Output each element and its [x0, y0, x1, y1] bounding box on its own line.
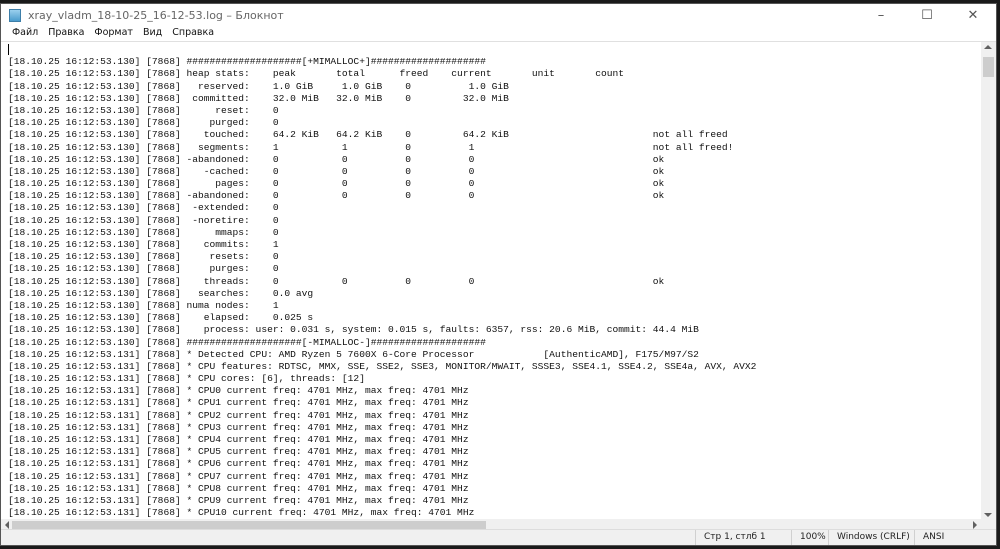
menu-file[interactable]: Файл: [12, 27, 39, 38]
horizontal-scroll-thumb[interactable]: [12, 521, 486, 530]
log-line: [18.10.25 16:12:53.131] [7868] * CPU0 cu…: [8, 385, 469, 397]
log-line: [18.10.25 16:12:53.130] [7868] -noretire…: [8, 214, 279, 226]
log-line: [18.10.25 16:12:53.131] [7868] * CPU7 cu…: [8, 470, 469, 482]
horizontal-scrollbar[interactable]: [1, 519, 981, 532]
text-content[interactable]: [18.10.25 16:12:53.130] [7868] #########…: [8, 43, 756, 519]
scroll-right-icon[interactable]: [973, 521, 977, 529]
log-line: [18.10.25 16:12:53.130] [7868] reserved:…: [8, 80, 509, 92]
log-line: [18.10.25 16:12:53.131] [7868] * CPU fea…: [8, 360, 757, 372]
log-line: [18.10.25 16:12:53.130] [7868] heap stat…: [8, 68, 625, 80]
log-line: [18.10.25 16:12:53.131] [7868] * CPU3 cu…: [8, 421, 469, 433]
menu-format[interactable]: Формат: [94, 27, 133, 38]
log-line: [18.10.25 16:12:53.130] [7868] searches:…: [8, 287, 314, 299]
log-line: [18.10.25 16:12:53.130] [7868] pages: 0 …: [8, 178, 665, 190]
log-line: [18.10.25 16:12:53.131] [7868] * CPU cor…: [8, 373, 365, 385]
menu-edit[interactable]: Правка: [48, 27, 85, 38]
log-line: [18.10.25 16:12:53.130] [7868] elapsed: …: [8, 312, 314, 324]
log-line: [18.10.25 16:12:53.130] [7868] numa node…: [8, 299, 279, 311]
log-line: [18.10.25 16:12:53.130] [7868] threads: …: [8, 275, 665, 287]
encoding: ANSI: [914, 530, 984, 545]
log-line: [18.10.25 16:12:53.130] [7868] reset: 0: [8, 104, 279, 116]
title-bar: xray_vladm_18-10-25_16-12-53.log – Блокн…: [1, 4, 996, 26]
status-bar: Стр 1, стлб 1 100% Windows (CRLF) ANSI: [1, 529, 996, 545]
log-line: [18.10.25 16:12:53.131] [7868] * CPU6 cu…: [8, 458, 469, 470]
log-line: [18.10.25 16:12:53.131] [7868] * CPU4 cu…: [8, 434, 469, 445]
vertical-scrollbar[interactable]: [981, 42, 996, 520]
log-line: [18.10.25 16:12:53.130] [7868] committed…: [8, 92, 509, 104]
log-line: [18.10.25 16:12:53.131] [7868] * CPU1 cu…: [8, 397, 469, 409]
notepad-window: xray_vladm_18-10-25_16-12-53.log – Блокн…: [0, 3, 997, 546]
scroll-down-icon[interactable]: [984, 513, 992, 517]
log-line: [8, 44, 756, 56]
log-line: [18.10.25 16:12:53.130] [7868] -abandone…: [8, 190, 665, 202]
log-line: [18.10.25 16:12:53.130] [7868] purged: 0: [8, 117, 279, 129]
log-line: [18.10.25 16:12:53.130] [7868] segments:…: [8, 141, 734, 153]
cursor-position: Стр 1, стлб 1: [695, 530, 791, 545]
menu-view[interactable]: Вид: [142, 27, 163, 38]
log-line: [18.10.25 16:12:53.130] [7868] #########…: [8, 336, 486, 348]
minimize-button[interactable]: –: [877, 7, 885, 23]
log-line: [18.10.25 16:12:53.131] [7868] * CPU5 cu…: [8, 446, 469, 458]
scrollbar-corner: [981, 519, 996, 532]
scroll-left-icon[interactable]: [5, 521, 9, 529]
text-caret: [8, 44, 9, 55]
menu-help[interactable]: Справка: [172, 27, 215, 38]
log-line: [18.10.25 16:12:53.130] [7868] -extended…: [8, 202, 279, 214]
log-line: [18.10.25 16:12:53.131] [7868] * CPU8 cu…: [8, 482, 469, 494]
text-editor[interactable]: [18.10.25 16:12:53.130] [7868] #########…: [1, 41, 996, 532]
log-line: [18.10.25 16:12:53.130] [7868] resets: 0: [8, 251, 279, 263]
notepad-icon: [9, 8, 21, 22]
log-line: [18.10.25 16:12:53.130] [7868] process: …: [8, 324, 699, 336]
log-line: [18.10.25 16:12:53.131] [7868] * CPU2 cu…: [8, 409, 469, 421]
scroll-up-icon[interactable]: [984, 45, 992, 49]
log-line: [18.10.25 16:12:53.130] [7868] -abandone…: [8, 153, 665, 165]
vertical-scroll-thumb[interactable]: [983, 57, 994, 77]
log-line: [18.10.25 16:12:53.131] [7868] * CPU9 cu…: [8, 494, 469, 506]
window-title: xray_vladm_18-10-25_16-12-53.log – Блокн…: [28, 8, 284, 22]
log-line: [18.10.25 16:12:53.130] [7868] mmaps: 0: [8, 226, 279, 238]
log-line: [18.10.25 16:12:53.130] [7868] commits: …: [8, 239, 279, 250]
log-line: [18.10.25 16:12:53.131] [7868] * CPU10 c…: [8, 507, 475, 519]
log-line: [18.10.25 16:12:53.130] [7868] -cached: …: [8, 165, 665, 177]
menu-bar: Файл Правка Формат Вид Справка: [1, 26, 996, 40]
log-line: [18.10.25 16:12:53.130] [7868] purges: 0: [8, 263, 279, 275]
zoom-level: 100%: [791, 530, 828, 545]
log-line: [18.10.25 16:12:53.131] [7868] * Detecte…: [8, 348, 699, 360]
line-ending: Windows (CRLF): [828, 530, 914, 545]
maximize-button[interactable]: ☐: [921, 7, 933, 23]
log-line: [18.10.25 16:12:53.130] [7868] touched: …: [8, 129, 728, 141]
close-button[interactable]: ✕: [967, 7, 979, 23]
log-line: [18.10.25 16:12:53.130] [7868] #########…: [8, 56, 486, 68]
